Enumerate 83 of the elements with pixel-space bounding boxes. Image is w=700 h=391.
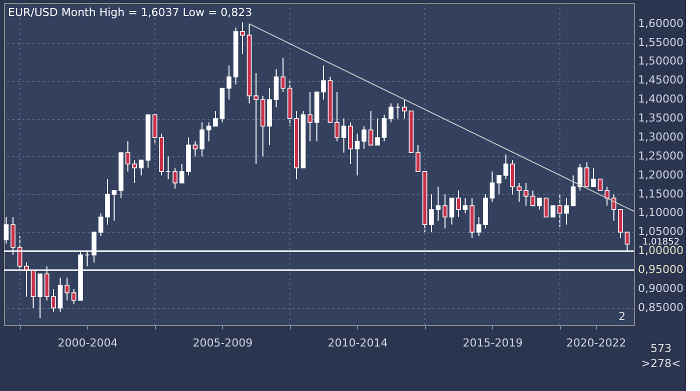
y-tick-label: 1,25000 bbox=[638, 149, 684, 162]
x-tick-label: 2015-2019 bbox=[462, 336, 523, 350]
candlestick bbox=[496, 174, 502, 195]
y-tick-label: 1,10000 bbox=[638, 206, 684, 220]
candlestick bbox=[172, 167, 178, 190]
candlestick bbox=[192, 140, 198, 157]
candlestick bbox=[591, 167, 596, 188]
candlestick bbox=[550, 205, 556, 218]
candlestick bbox=[570, 174, 576, 206]
candlestick bbox=[274, 68, 279, 108]
candlestick bbox=[503, 154, 508, 180]
x-tick-label: 2000-2004 bbox=[58, 336, 118, 350]
candlestick bbox=[402, 99, 407, 120]
candlestick bbox=[604, 186, 610, 206]
candlestick bbox=[544, 198, 549, 218]
candlestick bbox=[125, 140, 130, 172]
candlestick bbox=[348, 122, 353, 164]
candlestick bbox=[382, 114, 387, 142]
x-tick-label: 2020-2022 bbox=[566, 336, 626, 350]
candlestick bbox=[449, 198, 454, 226]
chart-title: EUR/USD Month High = 1,6037 Low = 0,823 bbox=[8, 6, 252, 19]
candlestick bbox=[490, 171, 495, 202]
candlestick bbox=[462, 198, 468, 214]
candlestick bbox=[4, 216, 9, 244]
candlestick bbox=[456, 190, 461, 218]
candlestick bbox=[213, 110, 218, 127]
candlestick bbox=[537, 198, 542, 210]
candlestick bbox=[429, 194, 434, 233]
candlestick bbox=[578, 164, 582, 192]
candlestick bbox=[280, 57, 286, 93]
x-tick-label: 2010-2014 bbox=[328, 336, 388, 350]
candlestick bbox=[530, 190, 536, 206]
candlestick bbox=[557, 194, 562, 228]
y-tick-label: 0,85000 bbox=[638, 300, 684, 314]
y-tick-label: 1,40000 bbox=[638, 92, 684, 106]
candlestick bbox=[476, 216, 482, 236]
ref-line-label: 1,00000 bbox=[638, 244, 684, 258]
candlestick bbox=[206, 122, 212, 142]
candlestick bbox=[524, 182, 528, 206]
candlestick bbox=[584, 162, 590, 188]
annotation: 2 bbox=[618, 310, 626, 323]
text: >278< bbox=[641, 357, 681, 370]
candlestick bbox=[516, 182, 522, 202]
y-tick-label: 1,35000 bbox=[638, 112, 684, 125]
candlestick bbox=[105, 178, 110, 226]
candlestick bbox=[226, 65, 232, 100]
candlestick bbox=[416, 144, 420, 172]
candlestick bbox=[308, 92, 312, 142]
x-tick-label: 2005-2009 bbox=[192, 336, 253, 350]
candlestick bbox=[321, 65, 326, 100]
candlestick bbox=[598, 178, 603, 191]
candlestick bbox=[112, 190, 117, 222]
candlestick bbox=[132, 160, 137, 184]
candlestick bbox=[38, 273, 42, 319]
y-tick-label: 1,15000 bbox=[638, 187, 684, 200]
candlestick bbox=[58, 277, 63, 312]
candlestick bbox=[240, 22, 245, 55]
candlestick bbox=[341, 118, 346, 154]
candlestick bbox=[200, 122, 204, 157]
ref-line-label: 0,95000 bbox=[638, 263, 684, 276]
candlestick bbox=[442, 194, 448, 229]
y-tick-label: 1,60000 bbox=[638, 16, 684, 30]
text: 573 bbox=[650, 342, 672, 355]
y-tick-label: 0,90000 bbox=[638, 282, 684, 296]
candlestick bbox=[254, 72, 258, 164]
candlestick bbox=[98, 212, 104, 236]
candlestick bbox=[64, 277, 70, 301]
candlestick bbox=[362, 126, 366, 150]
candlestick bbox=[354, 133, 360, 176]
candlestick bbox=[564, 198, 569, 226]
candlestick bbox=[179, 164, 184, 184]
y-tick-label: 1,20000 bbox=[638, 168, 684, 182]
candlestick bbox=[334, 92, 340, 142]
candlestick bbox=[388, 102, 394, 123]
y-tick-label: 1,50000 bbox=[638, 54, 684, 68]
y-tick-label: 1,30000 bbox=[638, 130, 684, 144]
y-tick-label: 1,05000 bbox=[638, 225, 684, 238]
candlestick bbox=[510, 160, 515, 195]
candlestick bbox=[618, 208, 623, 238]
y-tick-label: 1,55000 bbox=[638, 36, 684, 49]
y-tick-label: 1,45000 bbox=[638, 74, 684, 87]
candlestick bbox=[138, 160, 144, 176]
candlestick bbox=[436, 186, 441, 222]
